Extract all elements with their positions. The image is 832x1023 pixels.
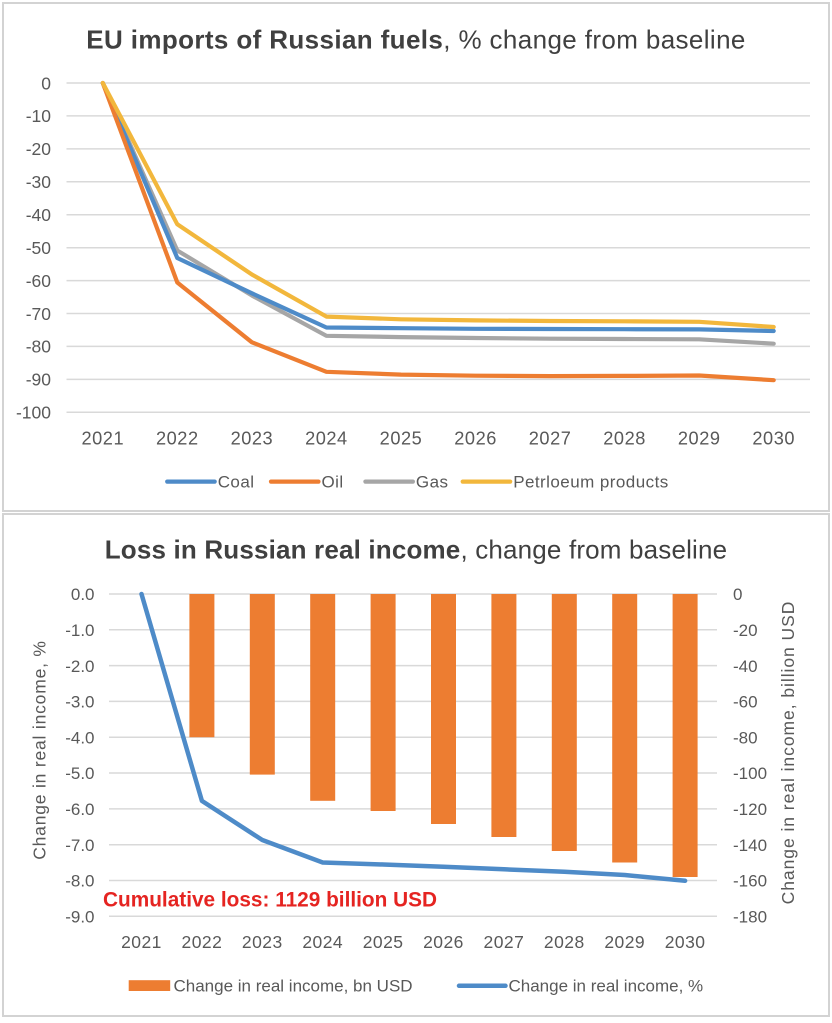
svg-text:-4.0: -4.0 bbox=[65, 728, 94, 747]
svg-text:-30: -30 bbox=[26, 172, 52, 192]
svg-text:Petrloeum products: Petrloeum products bbox=[513, 473, 669, 492]
svg-text:EU imports of Russian fuels, %: EU imports of Russian fuels, % change fr… bbox=[86, 25, 746, 55]
svg-text:Change in real income, %: Change in real income, % bbox=[509, 977, 704, 996]
svg-text:-90: -90 bbox=[26, 370, 52, 390]
svg-text:0.0: 0.0 bbox=[71, 585, 95, 604]
svg-text:2021: 2021 bbox=[81, 428, 124, 448]
svg-text:-9.0: -9.0 bbox=[65, 908, 94, 927]
svg-text:Cumulative loss: 1129 billion: Cumulative loss: 1129 billion USD bbox=[103, 889, 437, 912]
svg-text:2021: 2021 bbox=[121, 932, 162, 952]
svg-text:Loss in Russian real income, c: Loss in Russian real income, change from… bbox=[105, 534, 728, 564]
svg-text:2022: 2022 bbox=[156, 428, 199, 448]
svg-text:0: 0 bbox=[41, 73, 51, 93]
svg-text:-60: -60 bbox=[26, 271, 52, 291]
svg-text:2028: 2028 bbox=[544, 932, 585, 952]
svg-text:-180: -180 bbox=[733, 908, 767, 927]
svg-text:0: 0 bbox=[733, 585, 742, 604]
svg-text:Gas: Gas bbox=[416, 473, 449, 492]
svg-text:-40: -40 bbox=[733, 657, 758, 676]
svg-text:2024: 2024 bbox=[305, 428, 348, 448]
svg-text:-100: -100 bbox=[16, 403, 51, 423]
svg-text:-120: -120 bbox=[733, 800, 767, 819]
svg-text:-80: -80 bbox=[26, 337, 52, 357]
svg-text:2025: 2025 bbox=[363, 932, 404, 952]
svg-text:2025: 2025 bbox=[380, 428, 423, 448]
svg-text:2026: 2026 bbox=[423, 932, 464, 952]
svg-text:-20: -20 bbox=[26, 139, 52, 159]
svg-text:-10: -10 bbox=[26, 106, 52, 126]
svg-text:-8.0: -8.0 bbox=[65, 872, 94, 891]
svg-text:-3.0: -3.0 bbox=[65, 693, 94, 712]
svg-text:2026: 2026 bbox=[454, 428, 497, 448]
svg-text:Change in real income, bn USD: Change in real income, bn USD bbox=[174, 977, 413, 996]
svg-text:-40: -40 bbox=[26, 205, 52, 225]
svg-text:2027: 2027 bbox=[529, 428, 572, 448]
svg-text:-1.0: -1.0 bbox=[65, 621, 94, 640]
svg-text:Change in real income, %: Change in real income, % bbox=[30, 640, 50, 860]
svg-text:2023: 2023 bbox=[231, 428, 274, 448]
svg-text:2030: 2030 bbox=[665, 932, 706, 952]
svg-text:-160: -160 bbox=[733, 872, 767, 891]
svg-text:2029: 2029 bbox=[604, 932, 645, 952]
svg-text:2022: 2022 bbox=[182, 932, 223, 952]
svg-text:-100: -100 bbox=[733, 764, 767, 783]
svg-text:-70: -70 bbox=[26, 304, 52, 324]
svg-text:2028: 2028 bbox=[603, 428, 646, 448]
svg-text:-60: -60 bbox=[733, 693, 758, 712]
svg-text:-80: -80 bbox=[733, 728, 758, 747]
svg-text:Coal: Coal bbox=[218, 473, 255, 492]
svg-text:-140: -140 bbox=[733, 836, 767, 855]
svg-text:-50: -50 bbox=[26, 238, 52, 258]
svg-text:2024: 2024 bbox=[302, 932, 343, 952]
svg-text:-2.0: -2.0 bbox=[65, 657, 94, 676]
svg-text:-20: -20 bbox=[733, 621, 758, 640]
svg-text:2023: 2023 bbox=[242, 932, 283, 952]
svg-text:-7.0: -7.0 bbox=[65, 836, 94, 855]
svg-text:2030: 2030 bbox=[752, 428, 795, 448]
svg-text:-5.0: -5.0 bbox=[65, 764, 94, 783]
svg-text:-6.0: -6.0 bbox=[65, 800, 94, 819]
svg-text:2027: 2027 bbox=[484, 932, 525, 952]
svg-text:Oil: Oil bbox=[322, 473, 344, 492]
svg-text:Change in real income, billion: Change in real income, billion USD bbox=[778, 601, 798, 905]
svg-text:2029: 2029 bbox=[678, 428, 721, 448]
